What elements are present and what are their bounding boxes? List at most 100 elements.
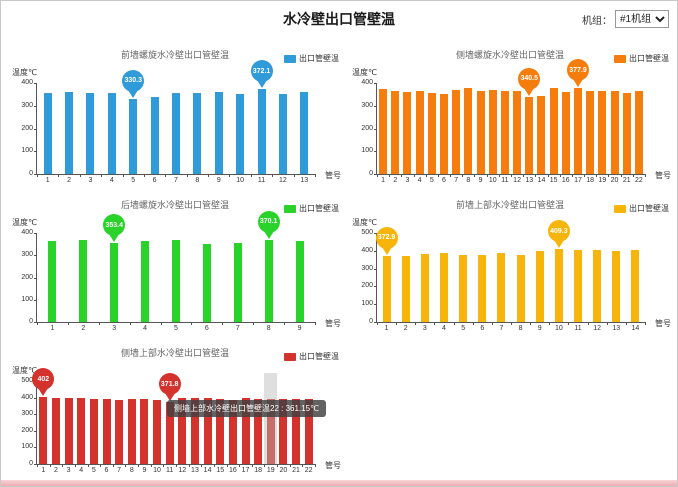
- callout-tail-icon: [109, 234, 120, 243]
- bar[interactable]: [254, 398, 263, 464]
- x-tick-label: 14: [537, 177, 546, 184]
- legend-item[interactable]: 出口管壁温: [614, 53, 669, 64]
- bar[interactable]: [77, 398, 86, 464]
- bar[interactable]: [165, 402, 174, 464]
- bar[interactable]: [500, 91, 509, 174]
- bar[interactable]: [257, 89, 266, 174]
- bar[interactable]: [304, 398, 313, 464]
- bar[interactable]: [79, 240, 88, 322]
- bar[interactable]: [279, 399, 288, 464]
- bar[interactable]: [214, 92, 223, 174]
- bar[interactable]: [554, 249, 563, 322]
- bar[interactable]: [236, 94, 245, 174]
- bar[interactable]: [228, 399, 237, 464]
- bar[interactable]: [440, 94, 448, 174]
- bar[interactable]: [634, 91, 643, 174]
- bar[interactable]: [150, 97, 159, 174]
- bar[interactable]: [233, 243, 242, 322]
- bar[interactable]: [464, 88, 473, 174]
- bar[interactable]: [420, 254, 429, 322]
- y-axis-label: 温度℃: [352, 218, 377, 227]
- bar[interactable]: [278, 94, 287, 174]
- bar[interactable]: [110, 243, 119, 322]
- bar[interactable]: [292, 399, 301, 464]
- legend-item[interactable]: 出口管壁温: [614, 203, 669, 214]
- bar[interactable]: [561, 91, 570, 174]
- bar[interactable]: [516, 255, 525, 322]
- legend-label: 出口管壁温: [629, 204, 669, 213]
- bar[interactable]: [537, 95, 546, 174]
- bar[interactable]: [202, 243, 211, 322]
- bar[interactable]: [153, 399, 162, 464]
- bar[interactable]: [65, 92, 74, 174]
- bar[interactable]: [427, 92, 436, 174]
- bar[interactable]: [535, 250, 544, 322]
- bar[interactable]: [631, 250, 640, 322]
- x-tick: [226, 464, 228, 467]
- bar[interactable]: [107, 92, 116, 174]
- bar[interactable]: [216, 398, 225, 464]
- bar[interactable]: [241, 397, 250, 464]
- bar[interactable]: [127, 398, 136, 464]
- bar[interactable]: [129, 98, 138, 174]
- bar[interactable]: [622, 92, 631, 174]
- bar[interactable]: [598, 90, 607, 174]
- bar[interactable]: [440, 252, 448, 322]
- bar[interactable]: [478, 254, 487, 322]
- x-tick-label: 5: [429, 177, 434, 184]
- legend-item[interactable]: 出口管壁温: [284, 53, 339, 64]
- bar[interactable]: [140, 399, 149, 464]
- bar[interactable]: [586, 91, 595, 174]
- unit-select[interactable]: #1机组: [615, 10, 669, 28]
- bar[interactable]: [115, 400, 124, 464]
- legend-item[interactable]: 出口管壁温: [284, 351, 339, 362]
- bar[interactable]: [193, 93, 202, 174]
- bar[interactable]: [610, 90, 619, 174]
- bar[interactable]: [549, 88, 558, 174]
- bar[interactable]: [203, 398, 212, 464]
- bar[interactable]: [172, 240, 180, 322]
- bar[interactable]: [476, 91, 485, 174]
- bar[interactable]: [574, 88, 582, 174]
- bar[interactable]: [382, 255, 391, 322]
- bar[interactable]: [48, 240, 57, 322]
- bar[interactable]: [178, 398, 187, 464]
- bar[interactable]: [452, 89, 461, 174]
- bar[interactable]: [612, 250, 621, 322]
- x-tick: [37, 464, 38, 467]
- bar[interactable]: [459, 255, 468, 322]
- bar[interactable]: [401, 255, 410, 322]
- x-tick: [535, 174, 537, 177]
- bar[interactable]: [86, 92, 95, 174]
- bar[interactable]: [190, 397, 199, 464]
- bar[interactable]: [64, 397, 73, 464]
- x-axis-label: 管号: [325, 171, 341, 180]
- bar[interactable]: [295, 241, 304, 322]
- bar[interactable]: [39, 397, 48, 464]
- bar[interactable]: [379, 88, 388, 174]
- y-tick-label: 300: [361, 101, 373, 109]
- bar[interactable]: [51, 397, 60, 464]
- bar[interactable]: [43, 92, 52, 174]
- legend-swatch-icon: [284, 204, 296, 213]
- bar[interactable]: [497, 252, 506, 322]
- legend-item[interactable]: 出口管壁温: [284, 203, 339, 214]
- x-tick: [462, 174, 464, 177]
- bar[interactable]: [593, 250, 602, 322]
- bar[interactable]: [264, 239, 273, 322]
- bar[interactable]: [172, 92, 180, 174]
- bar[interactable]: [415, 90, 424, 174]
- bar[interactable]: [574, 250, 582, 322]
- bar[interactable]: [102, 399, 111, 464]
- bar[interactable]: [266, 399, 275, 464]
- bar[interactable]: [89, 399, 98, 464]
- x-tick-label: 16: [228, 467, 237, 474]
- bar[interactable]: [403, 91, 412, 174]
- bar[interactable]: [141, 240, 150, 322]
- bar[interactable]: [525, 96, 534, 174]
- bar[interactable]: [391, 90, 400, 174]
- x-tick-label: 7: [499, 325, 504, 332]
- bar[interactable]: [300, 91, 309, 174]
- bar[interactable]: [488, 90, 497, 174]
- bar[interactable]: [513, 91, 522, 174]
